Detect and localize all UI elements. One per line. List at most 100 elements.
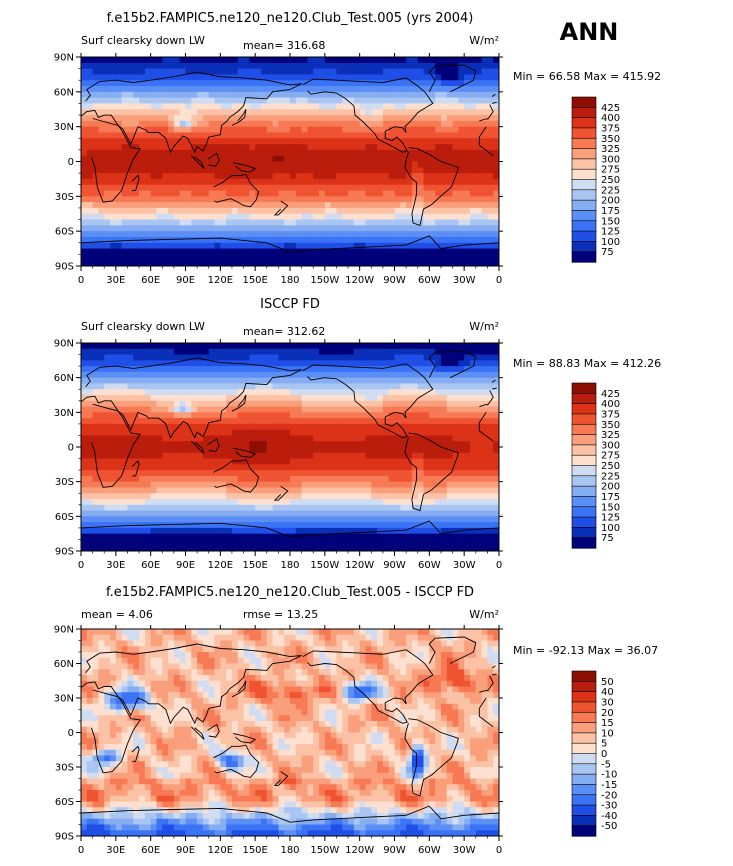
map-cell (469, 97, 477, 104)
map-cell (81, 504, 88, 511)
map-cell (144, 493, 152, 500)
map-cell (231, 126, 239, 133)
map-cell (406, 207, 413, 215)
map-cell (127, 86, 134, 93)
map-cell (429, 441, 436, 448)
map-cell (115, 464, 123, 471)
map-cell (231, 400, 239, 407)
map-cell (365, 132, 372, 139)
map-cell (336, 423, 343, 431)
map-cell (469, 242, 477, 249)
map-cell (394, 219, 401, 226)
map-cell (487, 173, 494, 180)
map-cell (446, 242, 453, 249)
map-cell (429, 383, 436, 390)
map-cell (435, 144, 442, 151)
map-cell (440, 120, 448, 128)
map-cell (307, 354, 314, 361)
map-cell (110, 371, 117, 379)
map-cell (475, 475, 482, 483)
map-cell (266, 423, 273, 431)
map-cell (342, 115, 349, 122)
map-cell (156, 231, 163, 238)
map-cell (324, 132, 332, 139)
map-cell (92, 190, 99, 197)
map-cell (260, 360, 268, 367)
map-cell (220, 207, 227, 215)
map-cell (197, 470, 204, 477)
map-cell (197, 178, 204, 186)
map-cell (86, 343, 94, 350)
map-cell (307, 475, 314, 483)
map-cell (290, 57, 297, 64)
map-cell (237, 149, 244, 157)
map-cell (127, 149, 134, 157)
map-cell (406, 343, 413, 350)
map-cell (353, 395, 361, 402)
map-cell (307, 86, 314, 93)
map-cell (144, 470, 152, 477)
map-cell (307, 248, 314, 255)
map-cell (359, 516, 366, 523)
map-cell (284, 400, 291, 407)
map-cell (133, 149, 140, 157)
map-cell (475, 447, 482, 454)
map-cell (237, 510, 244, 517)
map-cell (406, 178, 413, 186)
map-cell (324, 120, 332, 128)
map-cell (429, 481, 436, 488)
map-cell (307, 371, 314, 379)
map-cell (202, 481, 210, 488)
map-cell (342, 516, 349, 523)
map-cell (191, 429, 198, 436)
map-cell (388, 248, 395, 255)
map-cell (324, 343, 332, 350)
map-cell (231, 149, 239, 157)
map-cell (313, 481, 320, 488)
map-cell (423, 190, 430, 197)
map-cell (290, 348, 297, 355)
map-cell (173, 487, 181, 494)
map-cell (133, 343, 140, 350)
map-cell (423, 441, 430, 448)
map-cell (133, 138, 140, 145)
map-cell (295, 248, 303, 255)
map-cell (231, 138, 239, 145)
map-cell (452, 354, 459, 361)
map-cell (173, 406, 181, 413)
map-cell (81, 452, 88, 459)
map-cell (272, 231, 279, 238)
map-cell (464, 103, 471, 110)
map-cell (121, 80, 128, 87)
map-cell (202, 86, 210, 93)
map-cell (179, 470, 186, 477)
map-cell (208, 452, 215, 459)
map-cell (475, 360, 482, 367)
map-cell (388, 132, 395, 139)
map-cell (272, 423, 279, 431)
map-cell (290, 516, 297, 523)
map-cell (191, 354, 198, 361)
map-cell (487, 470, 494, 477)
map-cell (197, 91, 204, 99)
map-cell (92, 231, 99, 238)
map-cell (202, 57, 210, 64)
map-cell (156, 470, 163, 477)
map-cell (260, 80, 268, 87)
map-cell (98, 406, 105, 413)
map-cell (249, 161, 256, 168)
map-cell (237, 400, 244, 407)
map-cell (86, 138, 94, 145)
map-cell (440, 86, 448, 93)
map-cell (382, 202, 390, 209)
map-cell (92, 184, 99, 191)
map-cell (266, 184, 273, 191)
map-cell (406, 219, 413, 226)
map-cell (202, 231, 210, 238)
map-cell (231, 144, 239, 151)
map-cell (330, 231, 337, 238)
map-cell (237, 219, 244, 226)
map-cell (266, 487, 273, 494)
map-cell (92, 383, 99, 390)
map-cell (86, 74, 94, 81)
